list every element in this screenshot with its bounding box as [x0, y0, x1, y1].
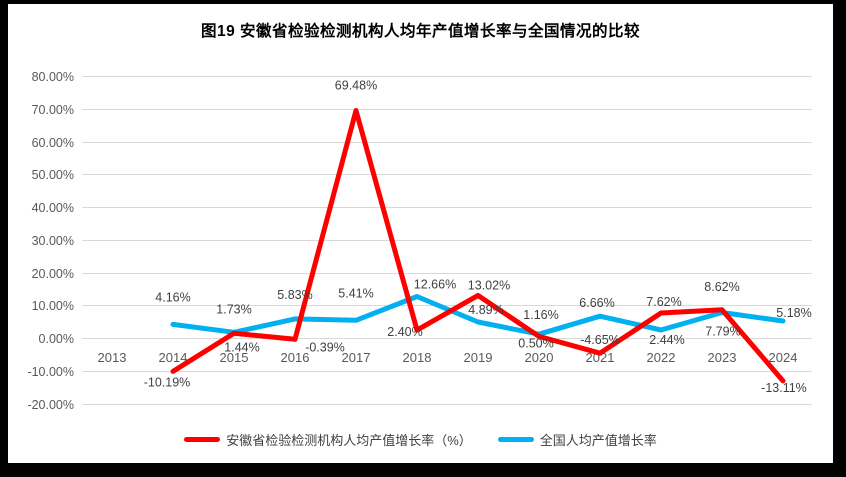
data-label-series-1: 5.83%: [277, 288, 312, 302]
data-label-series-0: -10.19%: [144, 375, 191, 389]
x-axis-tick-label: 2017: [342, 350, 371, 365]
x-axis-tick-label: 2020: [525, 350, 554, 365]
y-axis-tick-label: -10.00%: [27, 365, 74, 379]
y-axis-tick-label: 0.00%: [39, 332, 74, 346]
data-label-series-1: 4.16%: [155, 290, 190, 304]
data-label-series-1: 2.44%: [649, 333, 684, 347]
x-axis-tick-label: 2023: [708, 350, 737, 365]
series-line-1: [170, 294, 786, 337]
legend-label-national: 全国人均产值增长率: [539, 432, 657, 448]
data-label-series-1: 12.66%: [414, 278, 456, 292]
data-label-series-1: 1.16%: [523, 308, 558, 322]
y-axis-tick-label: 30.00%: [32, 234, 74, 248]
data-label-series-1: 5.18%: [776, 306, 811, 320]
x-axis-tick-label: 2015: [220, 350, 249, 365]
chart-title: 图19 安徽省检验检测机构人均年产值增长率与全国情况的比较: [200, 23, 641, 40]
x-axis-tick-label: 2024: [769, 350, 798, 365]
y-axis-tick-label: 80.00%: [32, 70, 74, 84]
data-label-series-0: 0.50%: [518, 336, 553, 350]
series-line-0: [170, 108, 786, 384]
legend-item-national: 全国人均产值增长率: [497, 430, 657, 449]
data-label-series-1: 6.66%: [579, 296, 614, 310]
data-label-series-0: -13.11%: [761, 381, 807, 395]
legend-label-anhui: 安徽省检验检测机构人均产值增长率（%）: [226, 432, 472, 448]
line-chart-plot: 80.00% 70.00% 60.00% 50.00% 40.00% 30.00% 20.0…: [27, 70, 812, 412]
data-label-series-1: 5.41%: [338, 286, 373, 300]
data-label-series-1: 1.73%: [216, 302, 251, 316]
y-axis-tick-label: -20.00%: [27, 398, 74, 412]
y-axis-tick-label: 60.00%: [32, 136, 74, 150]
x-axis-tick-label: 2014: [159, 350, 188, 365]
national-series-swatch: [497, 436, 534, 442]
data-label-series-0: 69.48%: [335, 78, 377, 92]
y-axis-tick-label: 70.00%: [32, 103, 74, 117]
data-label-series-0: 1.44%: [224, 340, 259, 354]
x-axis-tick-label: 2016: [281, 350, 310, 365]
legend: 安徽省检验检测机构人均产值增长率（%） 全国人均产值增长率: [8, 428, 833, 450]
x-axis-tick-label: 2022: [647, 350, 676, 365]
data-label-series-0: 2.40%: [387, 325, 422, 339]
x-axis-tick-label: 2018: [403, 350, 432, 365]
y-axis-tick-label: 10.00%: [32, 299, 74, 313]
data-label-series-1: 7.79%: [705, 324, 740, 338]
data-label-series-0: 8.62%: [704, 280, 739, 294]
x-axis-tick-label: 2019: [464, 350, 493, 365]
y-axis-tick-label: 40.00%: [32, 201, 74, 215]
legend-item-anhui: 安徽省检验检测机构人均产值增长率（%）: [184, 430, 472, 449]
y-axis-tick-label: 20.00%: [32, 267, 74, 281]
data-label-series-0: -0.39%: [305, 340, 345, 354]
y-axis-tick-label: 50.00%: [32, 168, 74, 182]
data-label-series-0: 13.02%: [468, 278, 510, 292]
x-axis-tick-label: 2013: [98, 350, 127, 365]
chart-area: 图19 安徽省检验检测机构人均年产值增长率与全国情况的比较 80.00% 70.0…: [8, 4, 833, 463]
data-label-series-0: -4.65%: [580, 333, 620, 347]
data-label-series-0: 7.62%: [646, 295, 681, 309]
data-label-series-1: 4.89%: [468, 303, 503, 317]
anhui-series-swatch: [184, 436, 221, 442]
